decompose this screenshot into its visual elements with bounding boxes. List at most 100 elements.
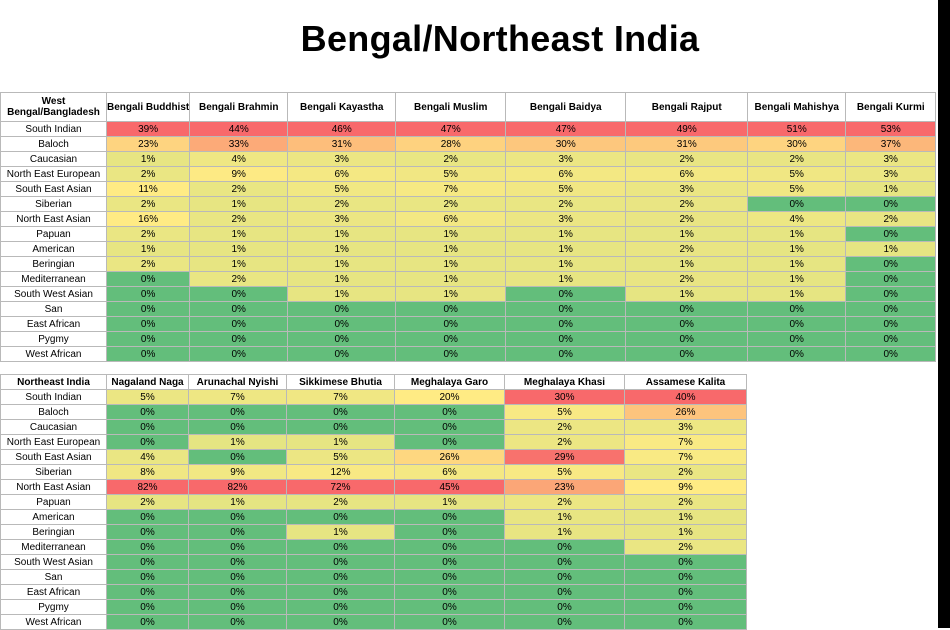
- value-cell: 0%: [394, 569, 505, 585]
- value-cell: 2%: [395, 196, 507, 212]
- table-row: Caucasian 0% 0% 0% 0% 2% 3%: [0, 419, 747, 435]
- value-cell: 12%: [286, 464, 395, 480]
- value-cell: 31%: [625, 136, 749, 152]
- value-cell: 23%: [504, 479, 625, 495]
- value-cell: 5%: [504, 464, 625, 480]
- value-cell: 31%: [287, 136, 397, 152]
- table-row: South West Asian 0% 0% 0% 0% 0% 0%: [0, 554, 747, 570]
- value-cell: 4%: [189, 151, 289, 167]
- value-cell: 0%: [504, 569, 625, 585]
- value-cell: 0%: [504, 584, 625, 600]
- value-cell: 0%: [105, 331, 191, 347]
- value-cell: 0%: [505, 346, 627, 362]
- value-cell: 7%: [624, 449, 747, 465]
- value-cell: 0%: [845, 331, 937, 347]
- row-label: American: [0, 241, 107, 257]
- value-cell: 0%: [286, 584, 395, 600]
- value-cell: 3%: [845, 151, 937, 167]
- value-cell: 5%: [395, 166, 507, 182]
- table-row: East African 0% 0% 0% 0% 0% 0%: [0, 584, 747, 600]
- value-cell: 0%: [105, 346, 191, 362]
- value-cell: 16%: [105, 211, 191, 227]
- value-cell: 0%: [188, 614, 287, 630]
- column-header: Meghalaya Khasi: [504, 374, 625, 390]
- value-cell: 46%: [287, 121, 397, 137]
- table-row: South East Asian 11% 2% 5% 7% 5% 3% 5% 1%: [0, 181, 937, 197]
- value-cell: 3%: [624, 419, 747, 435]
- value-cell: 2%: [505, 196, 627, 212]
- table-row: Papuan 2% 1% 2% 1% 2% 2%: [0, 494, 747, 510]
- table-row: Mediterranean 0% 2% 1% 1% 1% 2% 1% 0%: [0, 271, 937, 287]
- column-header: Bengali Muslim: [395, 92, 507, 122]
- value-cell: 2%: [845, 211, 937, 227]
- value-cell: 1%: [845, 241, 937, 257]
- value-cell: 0%: [286, 509, 395, 525]
- row-label: Beringian: [0, 256, 107, 272]
- value-cell: 5%: [106, 389, 189, 405]
- value-cell: 1%: [395, 286, 507, 302]
- table-row: American 0% 0% 0% 0% 1% 1%: [0, 509, 747, 525]
- value-cell: 7%: [188, 389, 287, 405]
- value-cell: 20%: [394, 389, 505, 405]
- table-row: Mediterranean 0% 0% 0% 0% 0% 2%: [0, 539, 747, 555]
- row-label: Caucasian: [0, 151, 107, 167]
- value-cell: 53%: [845, 121, 937, 137]
- table-row: North East Asian 16% 2% 3% 6% 3% 2% 4% 2%: [0, 211, 937, 227]
- value-cell: 0%: [188, 554, 287, 570]
- value-cell: 0%: [394, 524, 505, 540]
- value-cell: 0%: [845, 301, 937, 317]
- row-label: South West Asian: [0, 286, 107, 302]
- value-cell: 82%: [106, 479, 189, 495]
- value-cell: 2%: [625, 241, 749, 257]
- value-cell: 0%: [394, 614, 505, 630]
- row-label: Baloch: [0, 136, 107, 152]
- table-row: Pygmy 0% 0% 0% 0% 0% 0%: [0, 599, 747, 615]
- value-cell: 2%: [189, 181, 289, 197]
- value-cell: 2%: [504, 419, 625, 435]
- value-cell: 2%: [504, 494, 625, 510]
- table-row: North East European 0% 1% 1% 0% 2% 7%: [0, 434, 747, 450]
- table-row: South West Asian 0% 0% 1% 1% 0% 1% 1% 0%: [0, 286, 937, 302]
- table-row: Caucasian 1% 4% 3% 2% 3% 2% 2% 3%: [0, 151, 937, 167]
- right-edge-bar: [938, 0, 950, 628]
- value-cell: 2%: [105, 166, 191, 182]
- value-cell: 23%: [105, 136, 191, 152]
- value-cell: 0%: [845, 226, 937, 242]
- value-cell: 1%: [747, 226, 847, 242]
- row-label: Pygmy: [0, 331, 107, 347]
- value-cell: 0%: [625, 301, 749, 317]
- value-cell: 1%: [747, 256, 847, 272]
- value-cell: 1%: [395, 226, 507, 242]
- value-cell: 0%: [845, 271, 937, 287]
- value-cell: 9%: [188, 464, 287, 480]
- value-cell: 6%: [625, 166, 749, 182]
- value-cell: 1%: [505, 241, 627, 257]
- column-header: Assamese Kalita: [624, 374, 747, 390]
- table-row: South Indian 39% 44% 46% 47% 47% 49% 51% 53%: [0, 121, 937, 137]
- value-cell: 0%: [106, 404, 189, 420]
- value-cell: 39%: [105, 121, 191, 137]
- row-label: Papuan: [0, 494, 107, 510]
- value-cell: 0%: [106, 614, 189, 630]
- value-cell: 37%: [845, 136, 937, 152]
- value-cell: 1%: [189, 256, 289, 272]
- value-cell: 1%: [504, 509, 625, 525]
- row-label: North East European: [0, 434, 107, 450]
- value-cell: 0%: [624, 599, 747, 615]
- value-cell: 0%: [287, 316, 397, 332]
- table-row: South Indian 5% 7% 7% 20% 30% 40%: [0, 389, 747, 405]
- column-header: Bengali Rajput: [625, 92, 749, 122]
- table-row: West African 0% 0% 0% 0% 0% 0%: [0, 614, 747, 630]
- value-cell: 0%: [188, 449, 287, 465]
- value-cell: 1%: [287, 286, 397, 302]
- value-cell: 0%: [747, 331, 847, 347]
- value-cell: 0%: [395, 346, 507, 362]
- value-cell: 0%: [394, 434, 505, 450]
- value-cell: 3%: [625, 181, 749, 197]
- value-cell: 2%: [625, 271, 749, 287]
- row-label: Mediterranean: [0, 539, 107, 555]
- value-cell: 0%: [395, 316, 507, 332]
- table-row: North East Asian 82% 82% 72% 45% 23% 9%: [0, 479, 747, 495]
- value-cell: 0%: [505, 286, 627, 302]
- value-cell: 2%: [625, 151, 749, 167]
